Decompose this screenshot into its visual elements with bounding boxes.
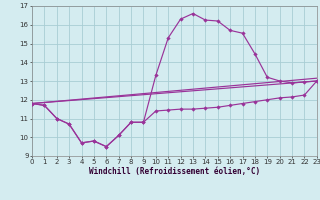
X-axis label: Windchill (Refroidissement éolien,°C): Windchill (Refroidissement éolien,°C) xyxy=(89,167,260,176)
